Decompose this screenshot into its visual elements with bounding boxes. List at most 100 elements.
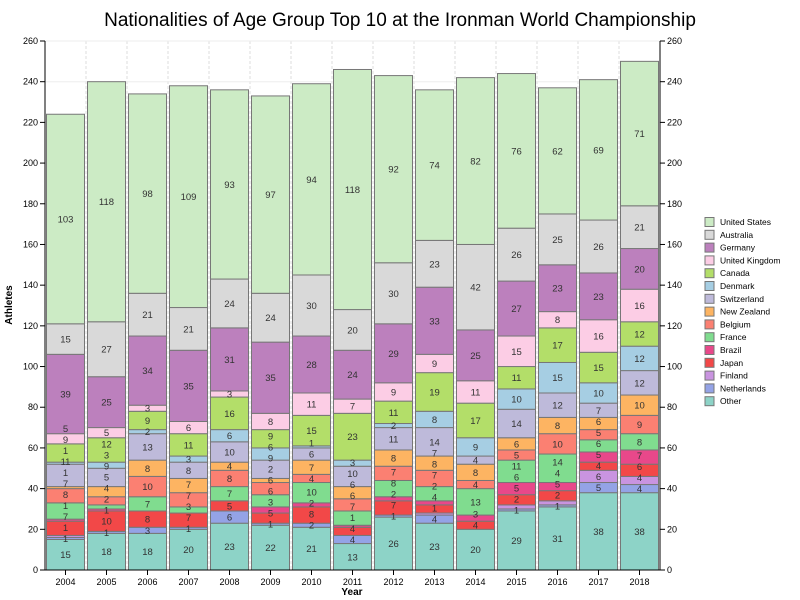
data-label: 6 [268, 487, 273, 498]
data-label: 12 [634, 378, 645, 389]
data-label: 8 [555, 315, 560, 326]
legend-label: Denmark [720, 281, 755, 291]
data-label: 17 [470, 416, 481, 427]
data-label: 3 [104, 450, 109, 461]
legend-item: United States [704, 217, 771, 227]
bar-segment [538, 392, 577, 418]
data-label: 2 [555, 490, 560, 501]
x-axis-label: Year [341, 587, 362, 598]
data-label: 1 [309, 439, 314, 450]
bar-segment [538, 506, 577, 571]
x-tick-label: 2007 [178, 577, 198, 587]
y-axis-label: Athletes [4, 285, 15, 325]
data-label: 93 [224, 180, 235, 191]
x-tick-label: 2005 [96, 577, 116, 587]
data-label: 71 [634, 129, 645, 140]
data-label: 30 [388, 289, 399, 300]
data-label: 8 [432, 415, 437, 426]
data-label: 7 [637, 451, 642, 462]
bar-segment [456, 77, 495, 245]
bar-segment [210, 327, 249, 392]
data-label: 35 [265, 373, 276, 384]
bar-segment [251, 292, 290, 343]
data-label: 11 [389, 408, 399, 419]
data-label: 15 [593, 363, 604, 374]
bar-segment [46, 113, 85, 325]
data-label: 25 [101, 398, 112, 409]
data-label: 6 [186, 423, 191, 434]
x-tick-label: 2013 [424, 577, 444, 587]
data-label: 2 [309, 521, 314, 532]
data-label: 4 [104, 483, 109, 494]
bar-segment [620, 60, 659, 207]
data-label: 6 [637, 462, 642, 473]
data-label: 16 [634, 301, 645, 312]
data-label: 20 [634, 264, 645, 275]
legend-item: Germany [704, 242, 756, 253]
data-label: 4 [227, 462, 232, 473]
data-label: 11 [471, 387, 481, 398]
data-label: 4 [555, 468, 560, 479]
data-label: 4 [432, 493, 437, 504]
data-label: 8 [145, 464, 150, 475]
data-label: 38 [593, 527, 604, 538]
x-tick-label: 2016 [547, 577, 567, 587]
data-label: 5 [596, 483, 601, 494]
y-tick-label-right: 160 [667, 239, 682, 249]
data-label: 18 [101, 547, 112, 558]
bar-segment [292, 335, 331, 394]
data-label: 6 [514, 472, 519, 483]
data-label: 7 [391, 501, 396, 512]
data-label: 1 [186, 524, 191, 535]
data-label: 9 [432, 359, 437, 370]
legend-swatch [704, 319, 715, 330]
data-label: 10 [511, 395, 522, 406]
data-label: 3 [350, 458, 355, 469]
bar-segment [46, 353, 85, 435]
legend-swatch [704, 332, 715, 343]
data-label: 24 [347, 370, 358, 381]
data-label: 8 [637, 437, 642, 448]
x-tick-label: 2011 [343, 577, 362, 587]
bar-segment [87, 321, 126, 378]
bar-segment [497, 408, 536, 439]
data-label: 23 [347, 432, 358, 443]
data-label: 1 [555, 501, 560, 512]
data-label: 7 [350, 502, 355, 513]
legend-swatch [704, 383, 715, 394]
data-label: 34 [142, 366, 153, 377]
data-label: 3 [186, 502, 191, 513]
bar-segment [374, 516, 413, 571]
bar-segment [497, 280, 536, 337]
data-label: 7 [309, 463, 314, 474]
data-label: 94 [306, 175, 317, 186]
y-tick-label: 260 [23, 36, 38, 46]
y-tick-label-right: 240 [667, 77, 682, 87]
legend-item: France [704, 332, 747, 343]
data-label: 4 [309, 474, 314, 485]
data-label: 20 [183, 545, 194, 556]
data-label: 6 [268, 476, 273, 487]
legend-swatch [704, 357, 715, 368]
legend-item: Other [704, 396, 741, 407]
data-label: 8 [268, 417, 273, 428]
data-label: 13 [470, 497, 481, 508]
bar-segment [415, 89, 454, 241]
data-label: 8 [432, 460, 437, 471]
data-label: 103 [58, 215, 74, 226]
data-label: 2 [309, 499, 314, 510]
data-label: 21 [142, 310, 153, 321]
data-label: 29 [511, 536, 522, 547]
data-label: 9 [637, 420, 642, 431]
bar-segment [292, 526, 331, 571]
legend-swatch [704, 281, 715, 291]
data-label: 7 [63, 479, 68, 490]
data-label: 5 [63, 424, 68, 435]
data-label: 12 [101, 439, 112, 450]
bar-segment [128, 532, 167, 571]
data-label: 2 [432, 482, 437, 493]
data-label: 23 [429, 542, 440, 553]
data-label: 1 [63, 446, 68, 457]
bar-segment [169, 307, 208, 351]
data-label: 7 [432, 471, 437, 482]
